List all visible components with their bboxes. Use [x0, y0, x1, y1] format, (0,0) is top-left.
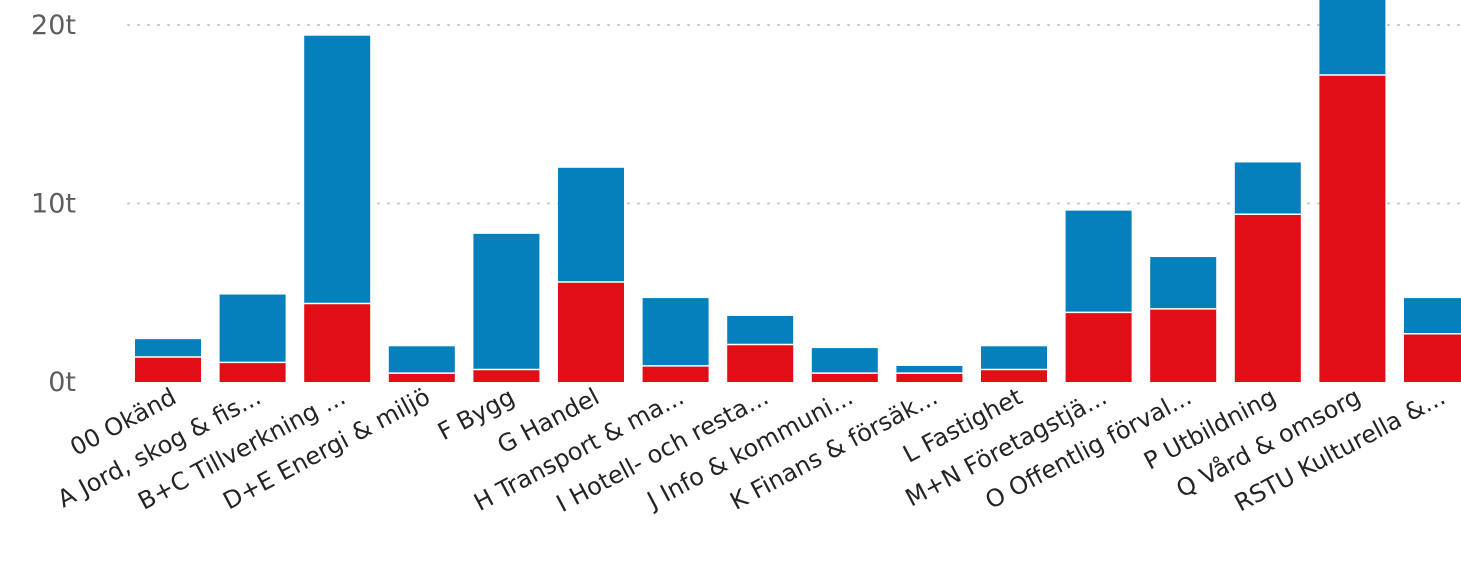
bar-segment-series-1[interactable]: [896, 373, 963, 382]
bar-segment-series-1[interactable]: [558, 282, 624, 382]
bar-segment-series-1[interactable]: [981, 369, 1047, 382]
bar-segment-series-1[interactable]: [1150, 308, 1217, 382]
bar-segment-series-1[interactable]: [135, 357, 201, 382]
bar-segment-series-1[interactable]: [388, 373, 455, 382]
bar-segment-series-1[interactable]: [1065, 312, 1132, 382]
bar-segment-series-1[interactable]: [304, 303, 371, 382]
bar-segment-series-2[interactable]: [981, 346, 1047, 370]
bar-segment-series-2[interactable]: [896, 365, 963, 374]
y-tick-label: 10t: [31, 189, 76, 220]
bar-segment-series-2[interactable]: [1065, 210, 1132, 313]
bar-segment-series-2[interactable]: [219, 294, 286, 363]
bar-segment-series-1[interactable]: [1234, 214, 1301, 382]
bar-segment-series-2[interactable]: [473, 233, 540, 370]
bar-segment-series-1[interactable]: [1319, 74, 1386, 382]
bar-segment-series-2[interactable]: [811, 348, 878, 374]
bar-segment-series-2[interactable]: [727, 315, 794, 345]
bar-segment-series-2[interactable]: [304, 35, 371, 304]
y-tick-label: 20t: [31, 10, 76, 41]
bar-segment-series-1[interactable]: [1404, 333, 1461, 382]
bar-segment-series-2[interactable]: [1150, 257, 1217, 309]
bar-segment-series-2[interactable]: [558, 167, 624, 283]
y-axis-tick-labels: 0t 10t 20t: [31, 10, 76, 398]
bar-segment-series-1[interactable]: [642, 365, 709, 382]
bar-segment-series-1[interactable]: [727, 344, 794, 382]
bar-segment-series-1[interactable]: [473, 369, 540, 382]
y-tick-label: 0t: [48, 367, 76, 398]
bar-segment-series-1[interactable]: [219, 362, 286, 382]
bar-segment-series-2[interactable]: [1404, 298, 1461, 334]
bar-segment-series-1[interactable]: [811, 373, 878, 382]
bars: [135, 0, 1461, 382]
bar-segment-series-2[interactable]: [1234, 162, 1301, 215]
bar-segment-series-2[interactable]: [135, 339, 201, 358]
bar-segment-series-2[interactable]: [1319, 0, 1386, 75]
bar-segment-series-2[interactable]: [642, 298, 709, 366]
bar-segment-series-2[interactable]: [388, 346, 455, 374]
